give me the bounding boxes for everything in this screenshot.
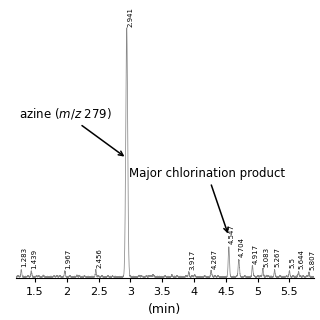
Text: 5.083: 5.083 <box>263 247 269 267</box>
Text: 2.456: 2.456 <box>96 248 102 268</box>
Text: azine ($m/z$ 279): azine ($m/z$ 279) <box>19 106 123 156</box>
Text: 4.547: 4.547 <box>229 225 235 244</box>
Text: 4.704: 4.704 <box>239 237 245 257</box>
Text: 5.644: 5.644 <box>299 249 305 269</box>
Text: 5.267: 5.267 <box>275 247 281 267</box>
Text: 1.439: 1.439 <box>31 249 37 269</box>
Text: 2.941: 2.941 <box>127 7 133 28</box>
Text: 1.967: 1.967 <box>65 249 71 269</box>
Text: Major chlorination product: Major chlorination product <box>129 167 285 232</box>
Text: 5.807: 5.807 <box>309 250 315 270</box>
Text: 4.917: 4.917 <box>253 244 259 264</box>
Text: 1.283: 1.283 <box>21 247 28 267</box>
X-axis label: (min): (min) <box>148 303 181 316</box>
Text: 5.5: 5.5 <box>290 257 296 268</box>
Text: 4.267: 4.267 <box>211 249 217 269</box>
Text: 3.917: 3.917 <box>189 250 195 270</box>
